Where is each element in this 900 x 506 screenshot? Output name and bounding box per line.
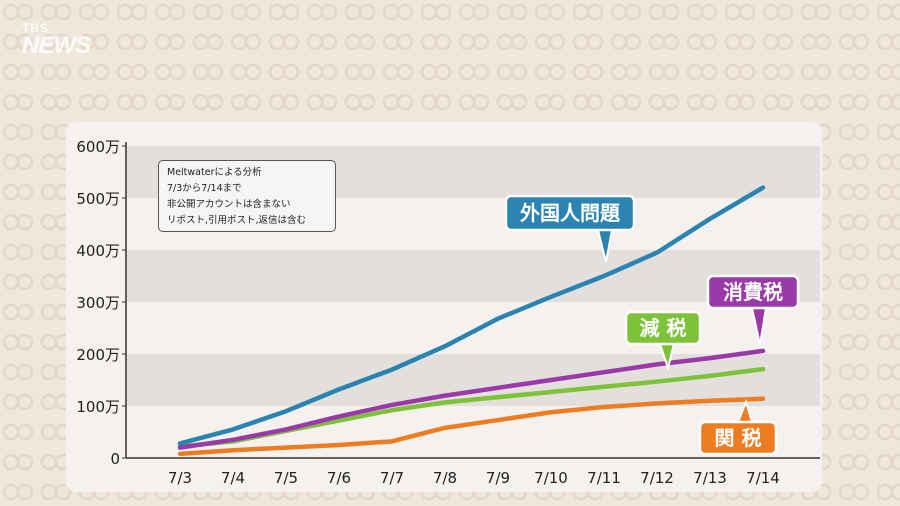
- series-label: 関 税: [715, 426, 762, 450]
- y-tick-label: 500万: [76, 190, 120, 208]
- x-tick-label: 7/12: [640, 469, 674, 487]
- callout-box: [698, 420, 778, 456]
- tbs-news-logo: TBS NEWS: [22, 22, 92, 68]
- note-line-4: リポスト,引用ポスト,返信は含む: [167, 215, 307, 226]
- y-tick-label: 100万: [76, 398, 120, 416]
- note-line-2: 7/3から7/14まで: [167, 183, 242, 194]
- callout-box: [624, 310, 702, 346]
- note-line-3: 非公開アカウントは含まない: [167, 199, 291, 210]
- x-tick-label: 7/5: [274, 469, 298, 487]
- analysis-note: Meltwaterによる分析 7/3から7/14まで 非公開アカウントは含まない…: [158, 160, 336, 232]
- callout-pointer: [750, 307, 768, 346]
- x-tick-label: 7/8: [433, 469, 457, 487]
- x-tick-label: 7/14: [746, 469, 780, 487]
- x-tick-label: 7/10: [534, 469, 568, 487]
- callout-box: [504, 194, 636, 232]
- series-line-4: [177, 396, 766, 457]
- logo-line-2: NEWS: [22, 32, 91, 59]
- x-tick-label: 7/6: [327, 469, 351, 487]
- grid-band: [126, 250, 820, 302]
- y-tick-label: 300万: [76, 294, 120, 312]
- y-tick-label: 600万: [76, 138, 120, 156]
- x-tick-label: 7/9: [486, 469, 510, 487]
- grid-band: [126, 354, 820, 406]
- series-label: 減 税: [640, 316, 687, 340]
- note-line-1: Meltwaterによる分析: [167, 167, 262, 178]
- x-tick-label: 7/13: [693, 469, 727, 487]
- logo-line-1: TBS: [22, 21, 49, 35]
- x-tick-label: 7/4: [221, 469, 245, 487]
- series-callout-3: 減 税: [624, 310, 702, 372]
- series-line-1: [177, 185, 766, 446]
- x-tick-label: 7/11: [587, 469, 621, 487]
- y-tick-label: 200万: [76, 346, 120, 364]
- x-tick-label: 7/7: [380, 469, 404, 487]
- y-tick-label: 0: [110, 450, 120, 468]
- series-label: 消費税: [723, 280, 783, 304]
- x-tick-label: 7/3: [168, 469, 192, 487]
- series-callout-2: 消費税: [706, 274, 800, 346]
- callout-box: [706, 274, 800, 310]
- series-callout-4: 関 税: [698, 398, 778, 456]
- series-callout-1: 外国人問題: [504, 194, 636, 263]
- series-label: 外国人問題: [520, 201, 621, 225]
- y-tick-label: 400万: [76, 242, 120, 260]
